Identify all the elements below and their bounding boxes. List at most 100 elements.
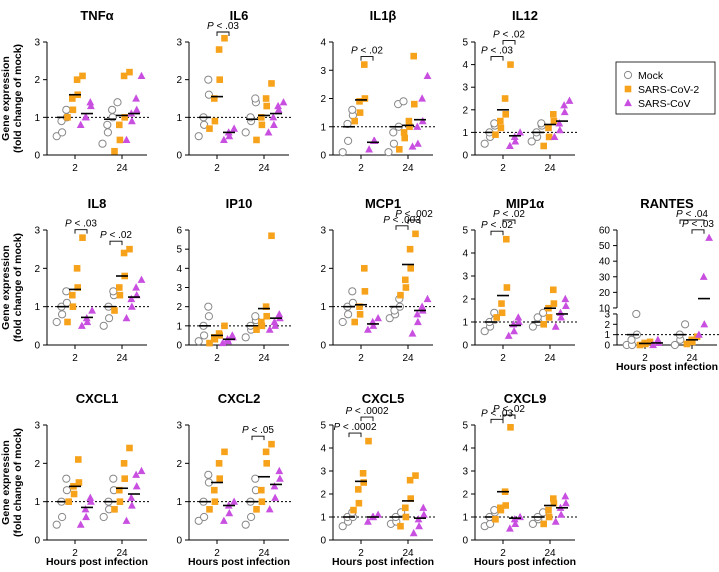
- p-value-bracket: [216, 31, 230, 36]
- sars2-point: [211, 334, 218, 341]
- panel-title: IL1β: [370, 8, 397, 23]
- p-value-label: P < .03: [65, 219, 97, 230]
- sars2-point: [211, 498, 219, 505]
- y-tick-label: 0: [462, 341, 468, 352]
- mock-point: [200, 331, 209, 340]
- sars2-point: [262, 448, 270, 456]
- p-value-annotation: P < .03: [682, 219, 714, 234]
- x-axis-title: Hours post infection: [616, 361, 718, 373]
- y-axis-title-line1: Gene expression: [0, 56, 12, 141]
- sars2-point: [126, 68, 133, 76]
- sars-point: [76, 120, 85, 128]
- panel-ip10: 0 1 2 3 4 5 6 2 24 IP10: [176, 196, 291, 364]
- sars2-point: [355, 486, 362, 493]
- sars-point: [365, 145, 373, 153]
- sars-point: [87, 101, 95, 110]
- sars2-point: [126, 245, 133, 253]
- y-tick-label: 3: [34, 421, 40, 432]
- p-value-annotation: P < .002: [395, 209, 433, 224]
- sars-point: [557, 510, 565, 518]
- sars-point: [128, 501, 136, 509]
- x-tick-label: 24: [258, 163, 270, 174]
- y-axis-title-line1: Gene expression: [0, 440, 12, 525]
- mock-point: [194, 132, 203, 141]
- sars2-point: [75, 456, 82, 463]
- sars2-point: [221, 322, 228, 330]
- sars-point: [413, 122, 422, 130]
- sars2-point: [412, 472, 419, 479]
- y-tick-label: 3: [34, 226, 40, 237]
- y-tick-label: 3: [176, 38, 182, 49]
- p-value-label: P < .03: [207, 21, 239, 32]
- p-value-label: P < .02: [100, 230, 132, 241]
- x-tick-label: 24: [544, 163, 556, 174]
- sars2-point: [69, 95, 76, 102]
- mock-point: [105, 314, 114, 323]
- sars2-point: [397, 291, 404, 299]
- mock-point: [480, 139, 489, 148]
- sars2-point: [215, 46, 223, 53]
- mock-point: [251, 94, 260, 103]
- y-axis-labels: Gene expression (fold change of mock)Gene…: [0, 44, 24, 537]
- mock-point: [348, 287, 357, 296]
- sars-point: [649, 340, 657, 349]
- p-value-label: P < .0002: [333, 422, 377, 433]
- panel-title: IL6: [230, 8, 249, 23]
- sars-point: [556, 125, 564, 134]
- sars2-point: [407, 265, 414, 272]
- sars2-point: [646, 338, 654, 346]
- p-value-label: P < .03: [682, 219, 714, 230]
- sars2-point: [121, 114, 128, 121]
- sars-point: [137, 71, 146, 79]
- sars-point: [364, 325, 372, 333]
- panel-title: CXCL5: [362, 391, 405, 406]
- sars-point: [218, 338, 227, 347]
- sars2-point: [498, 300, 505, 307]
- p-value-annotation: P < .03: [481, 408, 513, 424]
- mock-point: [204, 90, 213, 99]
- sars-point: [78, 321, 86, 329]
- p-value-annotation: P < .003: [383, 215, 421, 230]
- y-tick-label: 40: [599, 257, 611, 268]
- sars-point: [265, 325, 274, 333]
- y-tick-label: 2: [34, 264, 40, 275]
- mock-point: [385, 314, 394, 323]
- sars2-point: [79, 72, 86, 80]
- sars2-point: [410, 52, 417, 60]
- y-tick-label: 5: [176, 245, 182, 256]
- sars2-point: [206, 125, 213, 132]
- x-tick-label: 2: [214, 548, 220, 559]
- sars2-point: [258, 498, 266, 505]
- y-tick-label: 2: [462, 105, 468, 116]
- mock-point: [344, 136, 353, 145]
- y-tick-label: 1: [176, 321, 182, 332]
- sars-point: [128, 302, 136, 310]
- panel-il1β: 0 1 2 3 4 2 24 IL1β P < .02: [320, 8, 435, 174]
- sars2-point: [502, 502, 509, 509]
- sars2-point: [73, 76, 81, 83]
- mock-point: [98, 139, 107, 148]
- sars2-point: [550, 286, 557, 294]
- sars-point: [408, 329, 417, 337]
- y-tick-label: 5: [462, 226, 468, 237]
- sars-point: [127, 294, 136, 303]
- panel-title: IP10: [226, 196, 253, 211]
- p-value-annotation: P < .02: [100, 230, 132, 246]
- y-tick-label: 0: [320, 341, 326, 352]
- sars2-point: [258, 114, 265, 121]
- y-tick-label: 3: [462, 272, 468, 283]
- sars2-point: [550, 495, 557, 502]
- sars2-point: [263, 102, 270, 110]
- panel-title: TNFα: [80, 8, 113, 23]
- sars2-point: [355, 499, 363, 507]
- y-tick-label: 4: [462, 60, 468, 71]
- sars2-point: [503, 284, 511, 291]
- sars2-point: [216, 76, 223, 83]
- y-tick-label: 3: [462, 83, 468, 94]
- mock-point: [52, 317, 61, 327]
- sars2-point: [360, 479, 367, 486]
- mock-point: [58, 128, 67, 137]
